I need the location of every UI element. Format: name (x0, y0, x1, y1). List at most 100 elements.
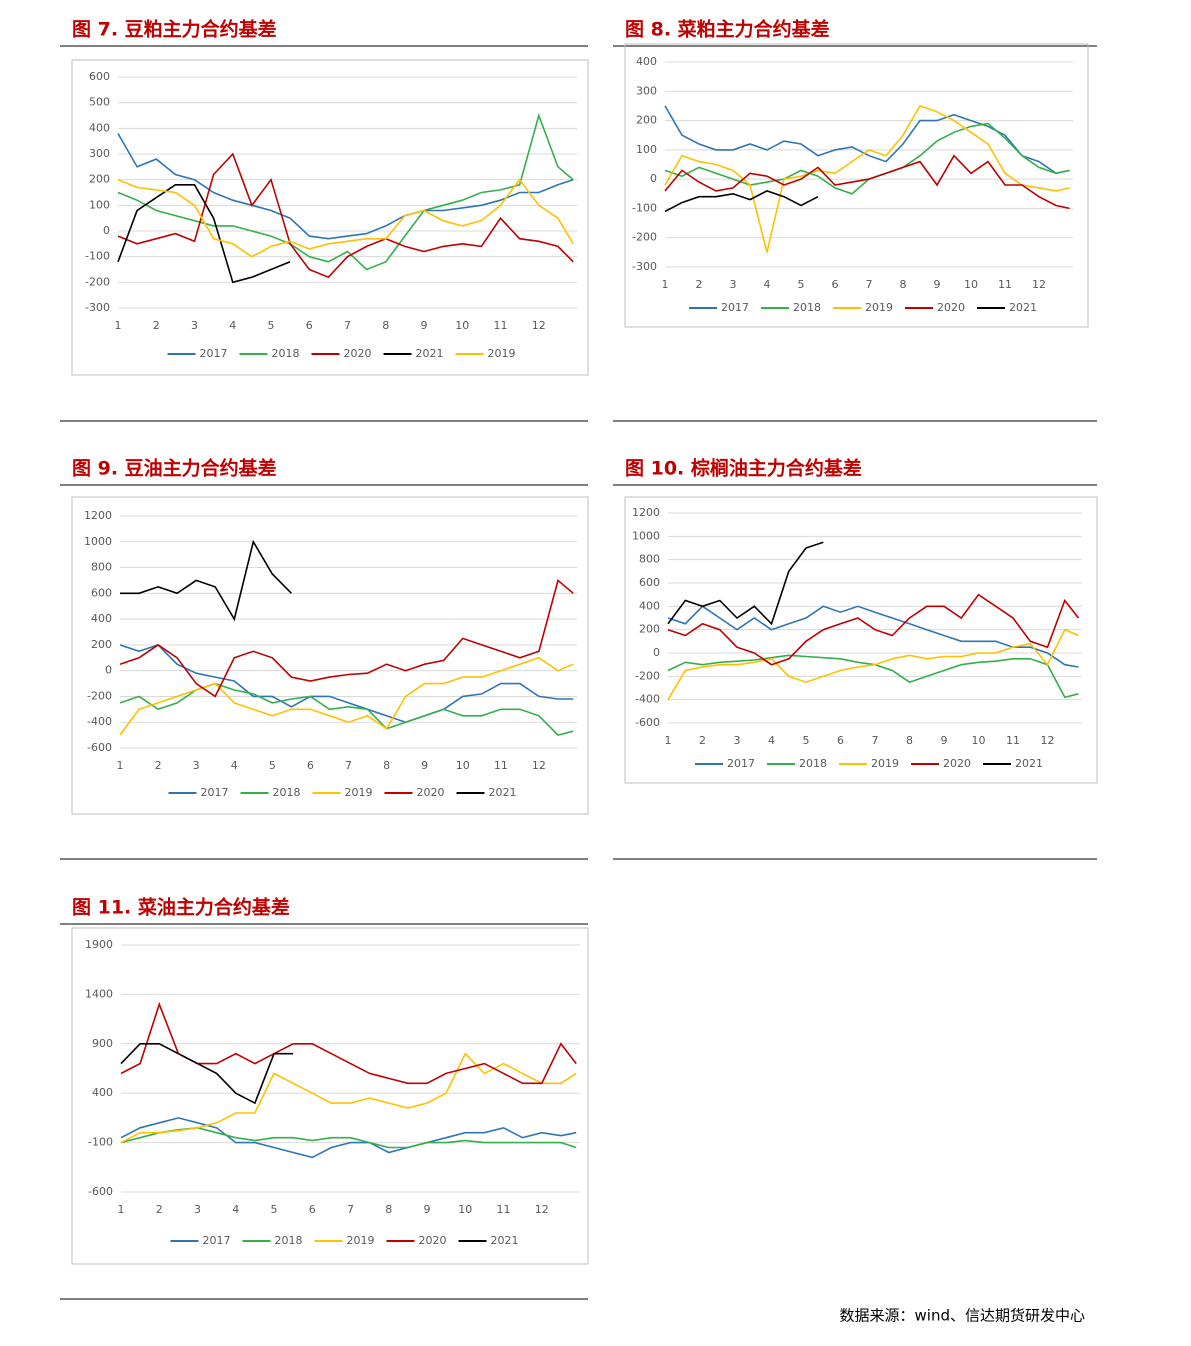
legend-label: 2018 (275, 1234, 303, 1247)
y-tick-label: 400 (636, 55, 657, 68)
series-line (117, 152, 574, 279)
x-tick-label: 6 (307, 759, 314, 772)
series-line (119, 578, 574, 698)
y-tick-label: -400 (87, 715, 112, 728)
x-tick-label: 2 (696, 278, 703, 291)
x-tick-label: 7 (344, 319, 351, 332)
x-tick-label: 11 (998, 278, 1012, 291)
legend-label: 2020 (344, 347, 372, 360)
y-tick-label: 1400 (85, 987, 113, 1000)
y-tick-label: -100 (85, 250, 110, 263)
legend-label: 2021 (1009, 301, 1037, 314)
x-tick-label: 5 (268, 319, 275, 332)
series-line (664, 104, 1070, 253)
legend-label: 2021 (416, 347, 444, 360)
x-tick-label: 9 (934, 278, 941, 291)
x-tick-label: 2 (156, 1203, 163, 1216)
x-tick-label: 7 (345, 759, 352, 772)
y-tick-label: 200 (91, 638, 112, 651)
y-tick-label: -300 (85, 301, 110, 314)
y-tick-label: 100 (89, 198, 110, 211)
legend-label: 2021 (491, 1234, 519, 1247)
legend-label: 2021 (489, 786, 517, 799)
x-tick-label: 1 (662, 278, 669, 291)
source: 数据来源：wind、信达期货研发中心 (840, 1307, 1085, 1325)
x-tick-label: 5 (271, 1203, 278, 1216)
y-tick-label: -200 (87, 689, 112, 702)
x-tick-label: 11 (1006, 734, 1020, 747)
y-tick-label: 800 (639, 553, 660, 566)
series-line (667, 628, 1079, 701)
y-tick-label: 300 (89, 147, 110, 160)
x-tick-label: 1 (117, 759, 124, 772)
x-tick-label: 8 (382, 319, 389, 332)
chart-frame (624, 496, 1098, 784)
x-tick-label: 3 (193, 759, 200, 772)
y-tick-label: 0 (650, 172, 657, 185)
x-tick-label: 12 (1032, 278, 1046, 291)
y-tick-label: 1200 (632, 506, 660, 519)
series-line (117, 178, 574, 258)
y-tick-label: -200 (85, 275, 110, 288)
legend-label: 2017 (201, 786, 229, 799)
legend-label: 2019 (488, 347, 516, 360)
y-tick-label: -200 (632, 231, 657, 244)
x-tick-label: 3 (730, 278, 737, 291)
y-tick-label: 400 (91, 612, 112, 625)
y-tick-label: -300 (632, 260, 657, 273)
y-tick-label: 1000 (84, 535, 112, 548)
y-tick-label: 200 (89, 173, 110, 186)
x-tick-label: 10 (455, 319, 469, 332)
y-tick-label: 1000 (632, 529, 660, 542)
y-tick-label: 600 (639, 576, 660, 589)
series-line (117, 112, 574, 271)
x-tick-label: 12 (535, 1203, 549, 1216)
y-tick-label: 500 (89, 96, 110, 109)
y-tick-label: 400 (92, 1086, 113, 1099)
x-tick-label: 12 (532, 759, 546, 772)
figure-title: 图 10. 棕榈油主力合约基差 (625, 457, 862, 480)
x-tick-label: 11 (494, 759, 508, 772)
x-tick-label: 9 (421, 319, 428, 332)
x-tick-label: 2 (699, 734, 706, 747)
x-tick-label: 4 (764, 278, 771, 291)
legend-label: 2018 (793, 301, 821, 314)
x-tick-label: 4 (229, 319, 236, 332)
series-line (667, 605, 1079, 668)
y-tick-label: 600 (89, 70, 110, 83)
legend-label: 2020 (419, 1234, 447, 1247)
y-tick-label: -200 (635, 669, 660, 682)
y-tick-label: 100 (636, 143, 657, 156)
series-line (664, 190, 819, 213)
x-tick-label: 5 (269, 759, 276, 772)
series-line (119, 643, 574, 724)
legend-label: 2021 (1015, 757, 1043, 770)
x-tick-label: 11 (494, 319, 508, 332)
x-tick-label: 9 (424, 1203, 431, 1216)
x-tick-label: 1 (115, 319, 122, 332)
chart-frame (71, 496, 589, 815)
x-tick-label: 6 (837, 734, 844, 747)
legend-label: 2017 (721, 301, 749, 314)
x-tick-label: 5 (803, 734, 810, 747)
x-tick-label: 9 (421, 759, 428, 772)
x-tick-label: 7 (866, 278, 873, 291)
series-line (664, 154, 1070, 210)
y-tick-label: 800 (91, 561, 112, 574)
series-line (117, 133, 574, 240)
series-line (664, 105, 1070, 175)
chart-frame (71, 927, 589, 1265)
series-line (120, 539, 292, 622)
x-tick-label: 12 (532, 319, 546, 332)
x-tick-label: 4 (232, 1203, 239, 1216)
series-line (120, 1043, 294, 1105)
y-tick-label: -600 (635, 716, 660, 729)
legend-label: 2019 (345, 786, 373, 799)
series-line (667, 541, 824, 626)
y-tick-label: 400 (639, 599, 660, 612)
figure-title: 图 7. 豆粕主力合约基差 (72, 18, 277, 41)
legend-label: 2020 (937, 301, 965, 314)
x-tick-label: 8 (383, 759, 390, 772)
series-line (120, 1052, 577, 1144)
x-tick-label: 1 (118, 1203, 125, 1216)
